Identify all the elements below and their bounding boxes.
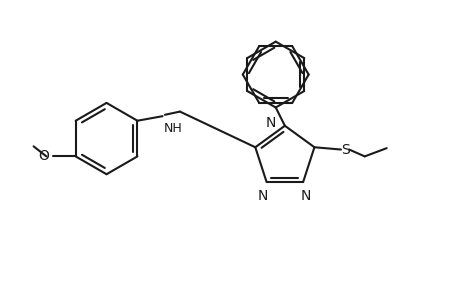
Text: N: N bbox=[257, 189, 268, 203]
Text: NH: NH bbox=[163, 122, 182, 135]
Text: S: S bbox=[341, 142, 349, 157]
Text: O: O bbox=[39, 149, 50, 164]
Text: N: N bbox=[300, 189, 310, 203]
Text: N: N bbox=[265, 116, 275, 130]
